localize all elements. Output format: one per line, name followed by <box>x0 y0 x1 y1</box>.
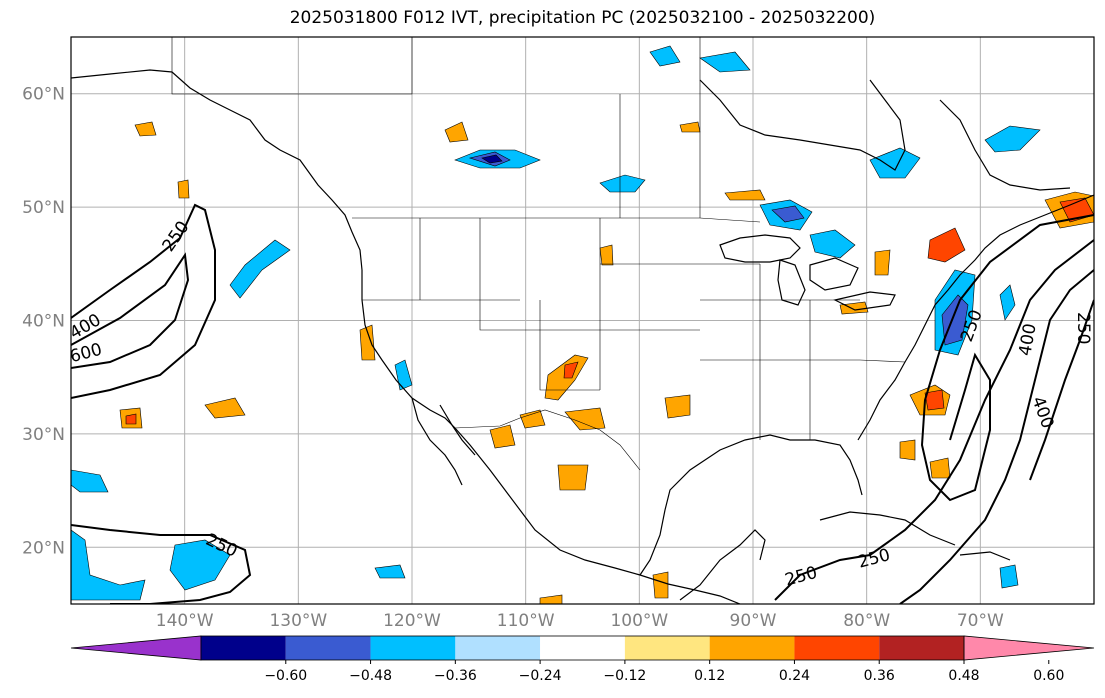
anomaly-cell <box>177 179 190 199</box>
ivt-contour <box>774 239 1094 601</box>
anomaly-cell <box>134 121 157 137</box>
lat-tick-label: 60°N <box>22 85 65 105</box>
anomaly-cell <box>229 239 291 299</box>
anomaly-cell <box>899 439 916 461</box>
anomaly-cell <box>539 594 563 604</box>
anomaly-cell <box>809 229 856 259</box>
ivt-contour <box>71 524 252 604</box>
colorbar-frame <box>200 635 965 661</box>
ivt-contour <box>899 269 1094 604</box>
anomaly-cell <box>564 407 606 431</box>
colorbar-segment <box>624 636 710 660</box>
anomaly-cell <box>359 324 376 361</box>
colorbar-label: −0.60 <box>264 668 307 684</box>
ivt-contour <box>1029 299 1094 481</box>
ivt-contours <box>71 203 1094 604</box>
anomaly-cell <box>771 205 805 223</box>
colorbar: −0.60 −0.48 −0.36 −0.24 −0.12 0.12 0.24 0.36 0.4… <box>70 635 1095 684</box>
anomaly-cell <box>999 284 1016 321</box>
colorbar-label: −0.48 <box>349 668 392 684</box>
lon-tick-label: 140°W <box>156 611 214 631</box>
ivt-contour <box>920 214 1094 502</box>
borders <box>171 37 906 471</box>
anomaly-cell <box>652 571 669 599</box>
lon-tick-label: 120°W <box>383 611 441 631</box>
anomaly-cell <box>125 413 137 425</box>
longitude-labels: 140°W 130°W 120°W 110°W 100°W 90°W 80°W 70°W <box>156 611 1004 631</box>
lon-tick-label: 130°W <box>269 611 327 631</box>
map-content: 250 400 600 250 250 250 250 400 400 250 <box>71 37 1094 604</box>
colorbar-segment <box>370 636 456 660</box>
ivt-contour <box>71 252 190 369</box>
anomaly-cell <box>599 174 646 193</box>
colorbar-segment <box>540 636 625 660</box>
anomaly-cell <box>557 464 589 491</box>
lon-tick-label: 80°W <box>843 611 890 631</box>
colorbar-label: 0.60 <box>1033 668 1064 684</box>
colorbar-label: −0.36 <box>434 668 477 684</box>
anomaly-cell <box>481 154 503 164</box>
anomaly-cell <box>664 394 691 419</box>
colorbar-segment <box>794 636 880 660</box>
contour-label: 250 <box>1073 312 1093 344</box>
anomaly-cell <box>374 564 406 579</box>
latitude-labels: 60°N 50°N 40°N 30°N 20°N <box>22 85 65 559</box>
anomaly-cell <box>599 244 614 266</box>
anomaly-cell <box>929 457 951 479</box>
coastlines <box>71 69 1094 604</box>
lon-tick-label: 110°W <box>497 611 555 631</box>
ivt-contour <box>71 203 216 399</box>
colorbar-label: −0.12 <box>603 668 646 684</box>
colorbar-label: 0.48 <box>948 668 979 684</box>
anomaly-cell <box>649 45 681 67</box>
colorbar-label: −0.24 <box>519 668 562 684</box>
colorbar-label: 0.24 <box>779 668 810 684</box>
anomaly-cell <box>984 125 1041 153</box>
anomaly-cell <box>71 469 109 493</box>
anomaly-cell <box>724 189 766 201</box>
anomaly-cell <box>394 359 413 391</box>
lat-tick-label: 30°N <box>22 425 65 445</box>
anomaly-cell <box>519 409 546 429</box>
lat-tick-label: 50°N <box>22 198 65 218</box>
lat-tick-label: 40°N <box>22 312 65 332</box>
anomaly-cell <box>869 147 921 179</box>
anomaly-cell <box>699 51 751 73</box>
colorbar-label: 0.36 <box>864 668 895 684</box>
colorbar-segment <box>879 636 964 660</box>
lat-tick-label: 20°N <box>22 538 65 558</box>
anomaly-cell <box>927 227 966 263</box>
colorbar-segment <box>709 636 795 660</box>
map-frame <box>70 36 1095 605</box>
colorbar-segment <box>455 636 541 660</box>
colorbar-segment <box>285 636 371 660</box>
colorbar-extend-low <box>70 635 202 661</box>
anomaly-cell <box>924 389 945 411</box>
anomaly-cell <box>839 301 869 315</box>
anomaly-cell <box>563 361 579 379</box>
anomaly-cell <box>874 249 891 276</box>
anomaly-cell <box>489 424 516 449</box>
colorbar-segment <box>201 636 286 660</box>
colorbar-label: 0.12 <box>694 668 725 684</box>
lon-tick-label: 90°W <box>730 611 777 631</box>
map-title: 2025031800 F012 IVT, precipitation PC (2… <box>289 8 876 28</box>
anomaly-cell <box>71 529 146 601</box>
lon-tick-label: 100°W <box>610 611 668 631</box>
colorbar-extend-high <box>963 635 1095 661</box>
precip-anomaly-fill <box>71 45 1094 604</box>
lon-tick-label: 70°W <box>957 611 1004 631</box>
anomaly-cell <box>999 564 1019 589</box>
anomaly-cell <box>204 397 246 419</box>
anomaly-cell <box>444 121 469 143</box>
anomaly-cell <box>169 539 231 591</box>
